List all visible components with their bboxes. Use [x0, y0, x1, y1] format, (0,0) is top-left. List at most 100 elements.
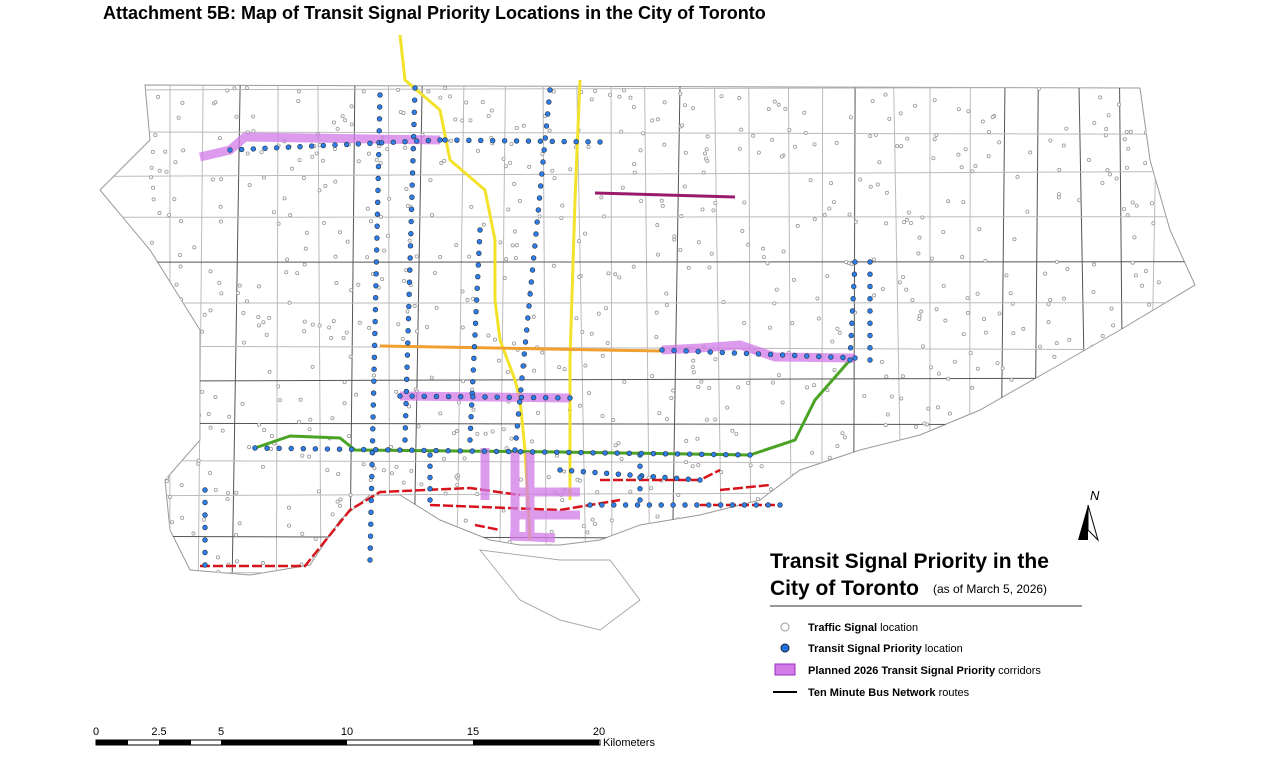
traffic-signal: [366, 207, 369, 210]
traffic-signal: [686, 523, 689, 526]
traffic-signal: [1149, 512, 1152, 515]
traffic-signal: [933, 99, 936, 102]
traffic-signal: [620, 457, 623, 460]
traffic-signal: [685, 439, 688, 442]
traffic-signal: [747, 381, 750, 384]
traffic-signal: [935, 308, 938, 311]
traffic-signal: [1144, 162, 1147, 165]
traffic-signal: [929, 496, 932, 499]
tsp-signal: [616, 472, 621, 477]
tsp-signal: [598, 140, 603, 145]
traffic-signal: [381, 278, 384, 281]
legend-item-text: location: [925, 643, 963, 655]
traffic-signal: [794, 536, 797, 539]
traffic-signal: [337, 473, 340, 476]
tsp-signal: [368, 522, 373, 527]
traffic-signal: [835, 141, 838, 144]
traffic-signal: [879, 472, 882, 475]
traffic-signal: [179, 220, 182, 223]
traffic-signal: [1111, 547, 1114, 550]
tsp-signal: [851, 296, 856, 301]
traffic-signal: [1110, 307, 1113, 310]
traffic-signal: [298, 420, 301, 423]
traffic-signal: [173, 197, 176, 200]
traffic-signal: [1112, 324, 1115, 327]
traffic-signal: [1066, 267, 1069, 270]
traffic-signal: [401, 337, 404, 340]
traffic-signal: [868, 499, 871, 502]
traffic-signal: [780, 155, 783, 158]
traffic-signal: [906, 137, 909, 140]
traffic-signal: [1106, 556, 1109, 559]
traffic-signal: [476, 432, 479, 435]
tsp-signal: [638, 464, 643, 469]
traffic-signal: [805, 386, 808, 389]
traffic-signal: [541, 152, 544, 155]
tsp-signal: [373, 447, 378, 452]
traffic-signal: [921, 450, 924, 453]
traffic-signal: [296, 272, 299, 275]
traffic-signal: [793, 145, 796, 148]
traffic-signal: [303, 320, 306, 323]
tsp-signal: [520, 376, 525, 381]
traffic-signal: [863, 394, 866, 397]
traffic-signal: [397, 88, 400, 91]
traffic-signal: [358, 321, 361, 324]
traffic-signal: [848, 213, 851, 216]
traffic-signal: [1047, 303, 1050, 306]
traffic-signal: [593, 522, 596, 525]
traffic-signal: [829, 182, 832, 185]
tsp-signal: [736, 452, 741, 457]
tsp-signal: [754, 503, 759, 508]
tsp-signal: [623, 503, 628, 508]
tsp-signal: [443, 138, 448, 143]
traffic-signal: [964, 148, 967, 151]
traffic-signal: [710, 252, 713, 255]
tsp-signal: [337, 447, 342, 452]
traffic-signal: [937, 372, 940, 375]
traffic-signal: [493, 572, 496, 575]
traffic-signal: [1058, 367, 1061, 370]
traffic-signal: [614, 273, 617, 276]
traffic-signal: [311, 155, 314, 158]
tsp-signal: [732, 351, 737, 356]
traffic-signal: [608, 93, 611, 96]
traffic-signal: [550, 530, 553, 533]
legend-item-text: location: [880, 622, 918, 634]
traffic-signal: [519, 478, 522, 481]
traffic-signal: [362, 463, 365, 466]
traffic-signal: [1164, 179, 1167, 182]
traffic-signal: [826, 275, 829, 278]
tsp-signal: [373, 295, 378, 300]
traffic-signal: [752, 134, 755, 137]
tsp-signal: [405, 353, 410, 358]
traffic-signal: [888, 117, 891, 120]
tsp-signal: [203, 513, 208, 518]
traffic-signal: [429, 569, 432, 572]
tsp-signal: [406, 316, 411, 321]
traffic-signal: [261, 465, 264, 468]
tsp-signal: [373, 307, 378, 312]
tsp-signal: [513, 448, 518, 453]
traffic-signal: [974, 164, 977, 167]
traffic-signal: [430, 568, 433, 571]
tsp-signal: [507, 395, 512, 400]
traffic-signal: [548, 544, 551, 547]
legend: Transit Signal Priority in the City of T…: [770, 550, 1082, 699]
traffic-signal: [966, 297, 969, 300]
traffic-signal: [1172, 459, 1175, 462]
tsp-signal: [853, 356, 858, 361]
legend-item-text: routes: [939, 687, 970, 699]
traffic-signal: [350, 123, 353, 126]
traffic-signal: [242, 341, 245, 344]
traffic-signal: [510, 437, 513, 440]
traffic-signal: [692, 371, 695, 374]
traffic-signal: [514, 256, 517, 259]
tsp-signal: [406, 328, 411, 333]
tsp-signal: [372, 367, 377, 372]
traffic-signal: [1013, 238, 1016, 241]
tsp-signal: [471, 368, 476, 373]
traffic-signal: [777, 374, 780, 377]
traffic-signal: [207, 412, 210, 415]
